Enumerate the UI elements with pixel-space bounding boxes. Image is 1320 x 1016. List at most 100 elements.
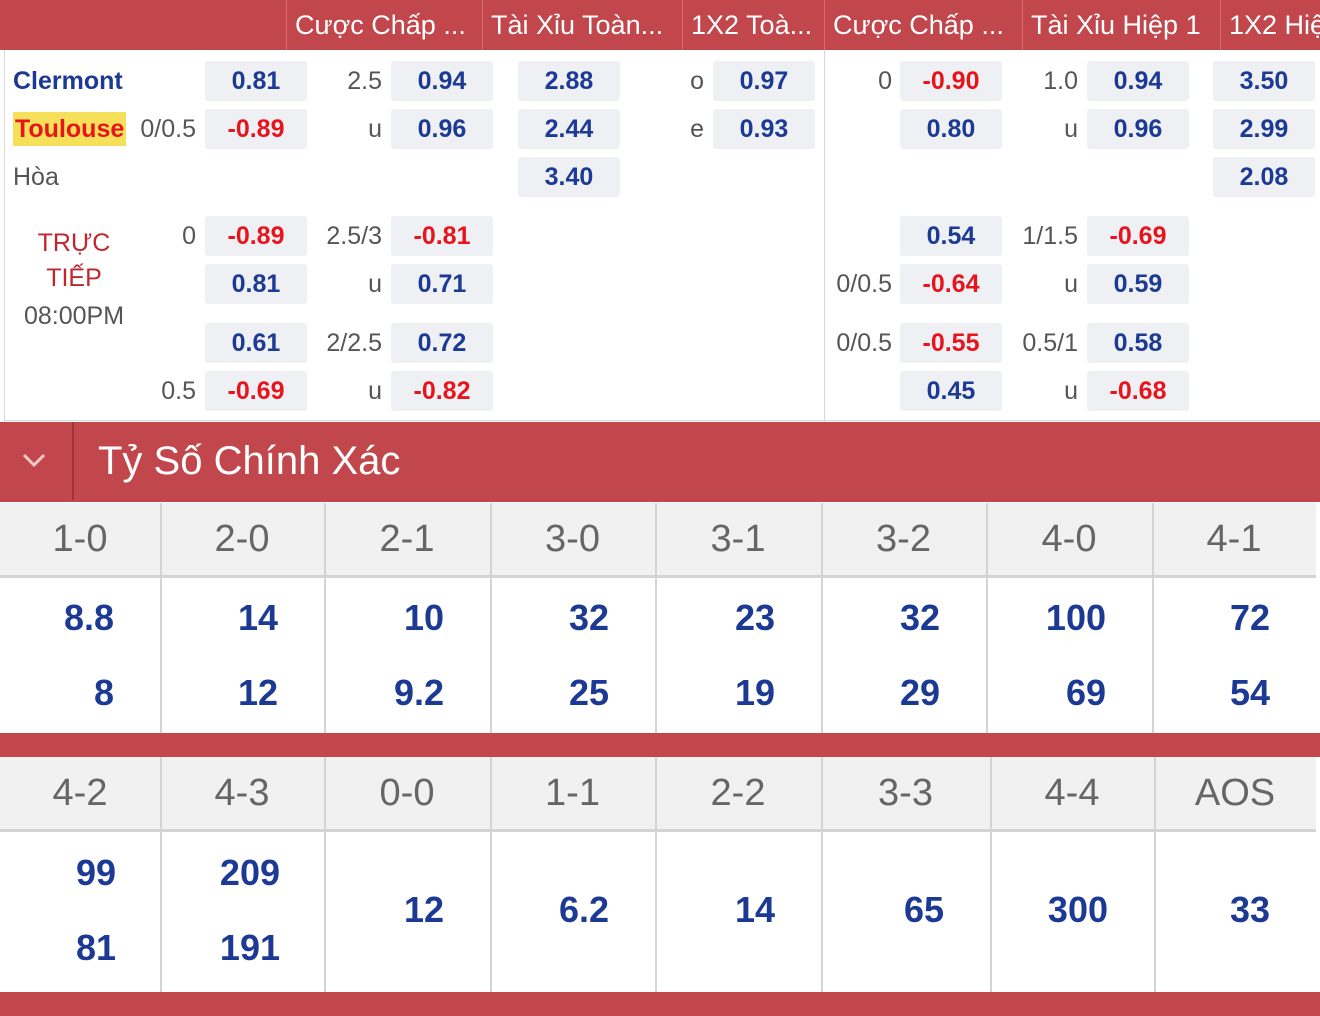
ft-ou-line: 2.5 [347,67,382,95]
ft-handicap-home-odds[interactable]: 0.81 [205,61,307,101]
h1-1x2-draw-odds[interactable]: 2.08 [1213,157,1315,197]
cell-divider [1154,757,1156,992]
h1-ou-line: 1.0 [1043,67,1078,95]
score-home-odds[interactable]: 99 [75,852,116,893]
cell-divider [655,757,657,992]
h1-under-odds[interactable]: 0.96 [1087,109,1189,149]
row-separator-2 [0,992,1320,1016]
alt2-h1ou-line: 0.5/1 [1022,329,1078,357]
score-away-odds[interactable]: 9.2 [393,672,444,713]
score-header-1-1: 1-1 [490,757,655,829]
score-header-4-4: 4-4 [990,757,1154,829]
score-odds[interactable]: 300 [1047,889,1108,930]
live-label: TRỰC TIẾP [10,226,138,296]
collapse-toggle[interactable] [0,422,74,500]
alt2-h1ou-top[interactable]: 0.58 [1087,323,1189,363]
alt2-h1-bottom[interactable]: 0.45 [900,371,1002,411]
alt1-hdp-top[interactable]: -0.89 [205,216,307,256]
score-home-odds[interactable]: 10 [403,597,444,638]
alt2-hdp-line: 0.5 [161,377,196,405]
score-away-odds[interactable]: 25 [568,672,609,713]
score-home-odds[interactable]: 72 [1229,597,1270,638]
cell-divider [821,503,823,733]
cell-divider [821,757,823,992]
tab-h1-handicap[interactable]: Cược Chấp ... [824,0,1022,50]
ft-handicap-away-odds[interactable]: -0.89 [205,109,307,149]
ft-under-odds[interactable]: 0.96 [391,109,493,149]
score-header-3-3: 3-3 [821,757,990,829]
correct-score-header [0,422,1320,502]
tab-h1-1x2[interactable]: 1X2 Hiệ [1220,0,1320,50]
score-home-odds[interactable]: 209 [219,852,280,893]
score-header-0-0: 0-0 [324,757,490,829]
score-away-odds[interactable]: 69 [1065,672,1106,713]
alt1-h1ou-bottom[interactable]: 0.59 [1087,264,1189,304]
score-away-odds[interactable]: 54 [1229,672,1270,713]
score-home-odds[interactable]: 32 [568,597,609,638]
score-home-odds[interactable]: 23 [734,597,775,638]
odd-odds[interactable]: 0.97 [713,61,815,101]
alt1-h1ou-top[interactable]: -0.69 [1087,216,1189,256]
header-divider [0,829,1316,832]
score-odds[interactable]: 33 [1229,889,1270,930]
score-header-4-2: 4-2 [0,757,160,829]
tab-ft-1x2[interactable]: 1X2 Toà... [682,0,824,50]
alt1-hdp-bottom[interactable]: 0.81 [205,264,307,304]
alt1-h1-bottom[interactable]: -0.64 [900,264,1002,304]
score-away-odds[interactable]: 81 [75,927,116,968]
alt1-h1ou-under-label: u [1064,270,1078,298]
alt2-ou-line: 2/2.5 [326,329,382,357]
panel-bottom-border [4,420,1320,421]
score-odds[interactable]: 12 [403,889,444,930]
h1-over-odds[interactable]: 0.94 [1087,61,1189,101]
score-odds[interactable]: 65 [903,889,944,930]
alt2-ou-top[interactable]: 0.72 [391,323,493,363]
score-away-odds[interactable]: 29 [899,672,940,713]
score-away-odds[interactable]: 19 [734,672,775,713]
score-home-odds[interactable]: 14 [237,597,278,638]
tab-h1-over-under[interactable]: Tài Xỉu Hiệp 1 [1022,0,1220,50]
away-team-name[interactable]: Toulouse [13,112,127,146]
h1-1x2-home-odds[interactable]: 3.50 [1213,61,1315,101]
alt1-ou-line: 2.5/3 [326,222,382,250]
alt1-ou-top[interactable]: -0.81 [391,216,493,256]
score-away-odds[interactable]: 8 [93,672,114,713]
score-header-3-0: 3-0 [490,503,655,575]
tab-ft-handicap[interactable]: Cược Chấp ... [286,0,482,50]
tab-ft-over-under[interactable]: Tài Xỉu Toàn... [482,0,682,50]
alt2-ou-bottom[interactable]: -0.82 [391,371,493,411]
score-odds[interactable]: 14 [734,889,775,930]
ft-1x2-home-odds[interactable]: 2.88 [518,61,620,101]
live-label-line2: TIẾP [46,264,102,292]
alt1-ou-bottom[interactable]: 0.71 [391,264,493,304]
alt2-h1-top[interactable]: -0.55 [900,323,1002,363]
home-team-name[interactable]: Clermont [13,67,123,95]
score-header-3-1: 3-1 [655,503,821,575]
alt2-hdp-bottom[interactable]: -0.69 [205,371,307,411]
row-separator-1 [0,733,1320,757]
score-away-odds[interactable]: 12 [237,672,278,713]
alt2-h1ou-bottom[interactable]: -0.68 [1087,371,1189,411]
alt2-h1ou-under-label: u [1064,377,1078,405]
ft-over-odds[interactable]: 0.94 [391,61,493,101]
even-odds[interactable]: 0.93 [713,109,815,149]
score-home-odds[interactable]: 8.8 [63,597,114,638]
h1-handicap-home-odds[interactable]: -0.90 [900,61,1002,101]
alt2-hdp-top[interactable]: 0.61 [205,323,307,363]
score-home-odds[interactable]: 100 [1045,597,1106,638]
cell-divider [324,503,326,733]
score-odds[interactable]: 6.2 [558,889,609,930]
even-label: e [690,115,704,143]
h1-1x2-away-odds[interactable]: 2.99 [1213,109,1315,149]
score-away-odds[interactable]: 191 [219,927,280,968]
odds-header-bar [0,0,1320,50]
cell-divider [490,757,492,992]
h1-handicap-away-odds[interactable]: 0.80 [900,109,1002,149]
ft-ou-under-label: u [368,115,382,143]
score-home-odds[interactable]: 32 [899,597,940,638]
alt1-h1ou-line: 1/1.5 [1022,222,1078,250]
alt1-h1-top[interactable]: 0.54 [900,216,1002,256]
ft-1x2-away-odds[interactable]: 2.44 [518,109,620,149]
live-label-line1: TRỰC [37,229,111,257]
ft-1x2-draw-odds[interactable]: 3.40 [518,157,620,197]
